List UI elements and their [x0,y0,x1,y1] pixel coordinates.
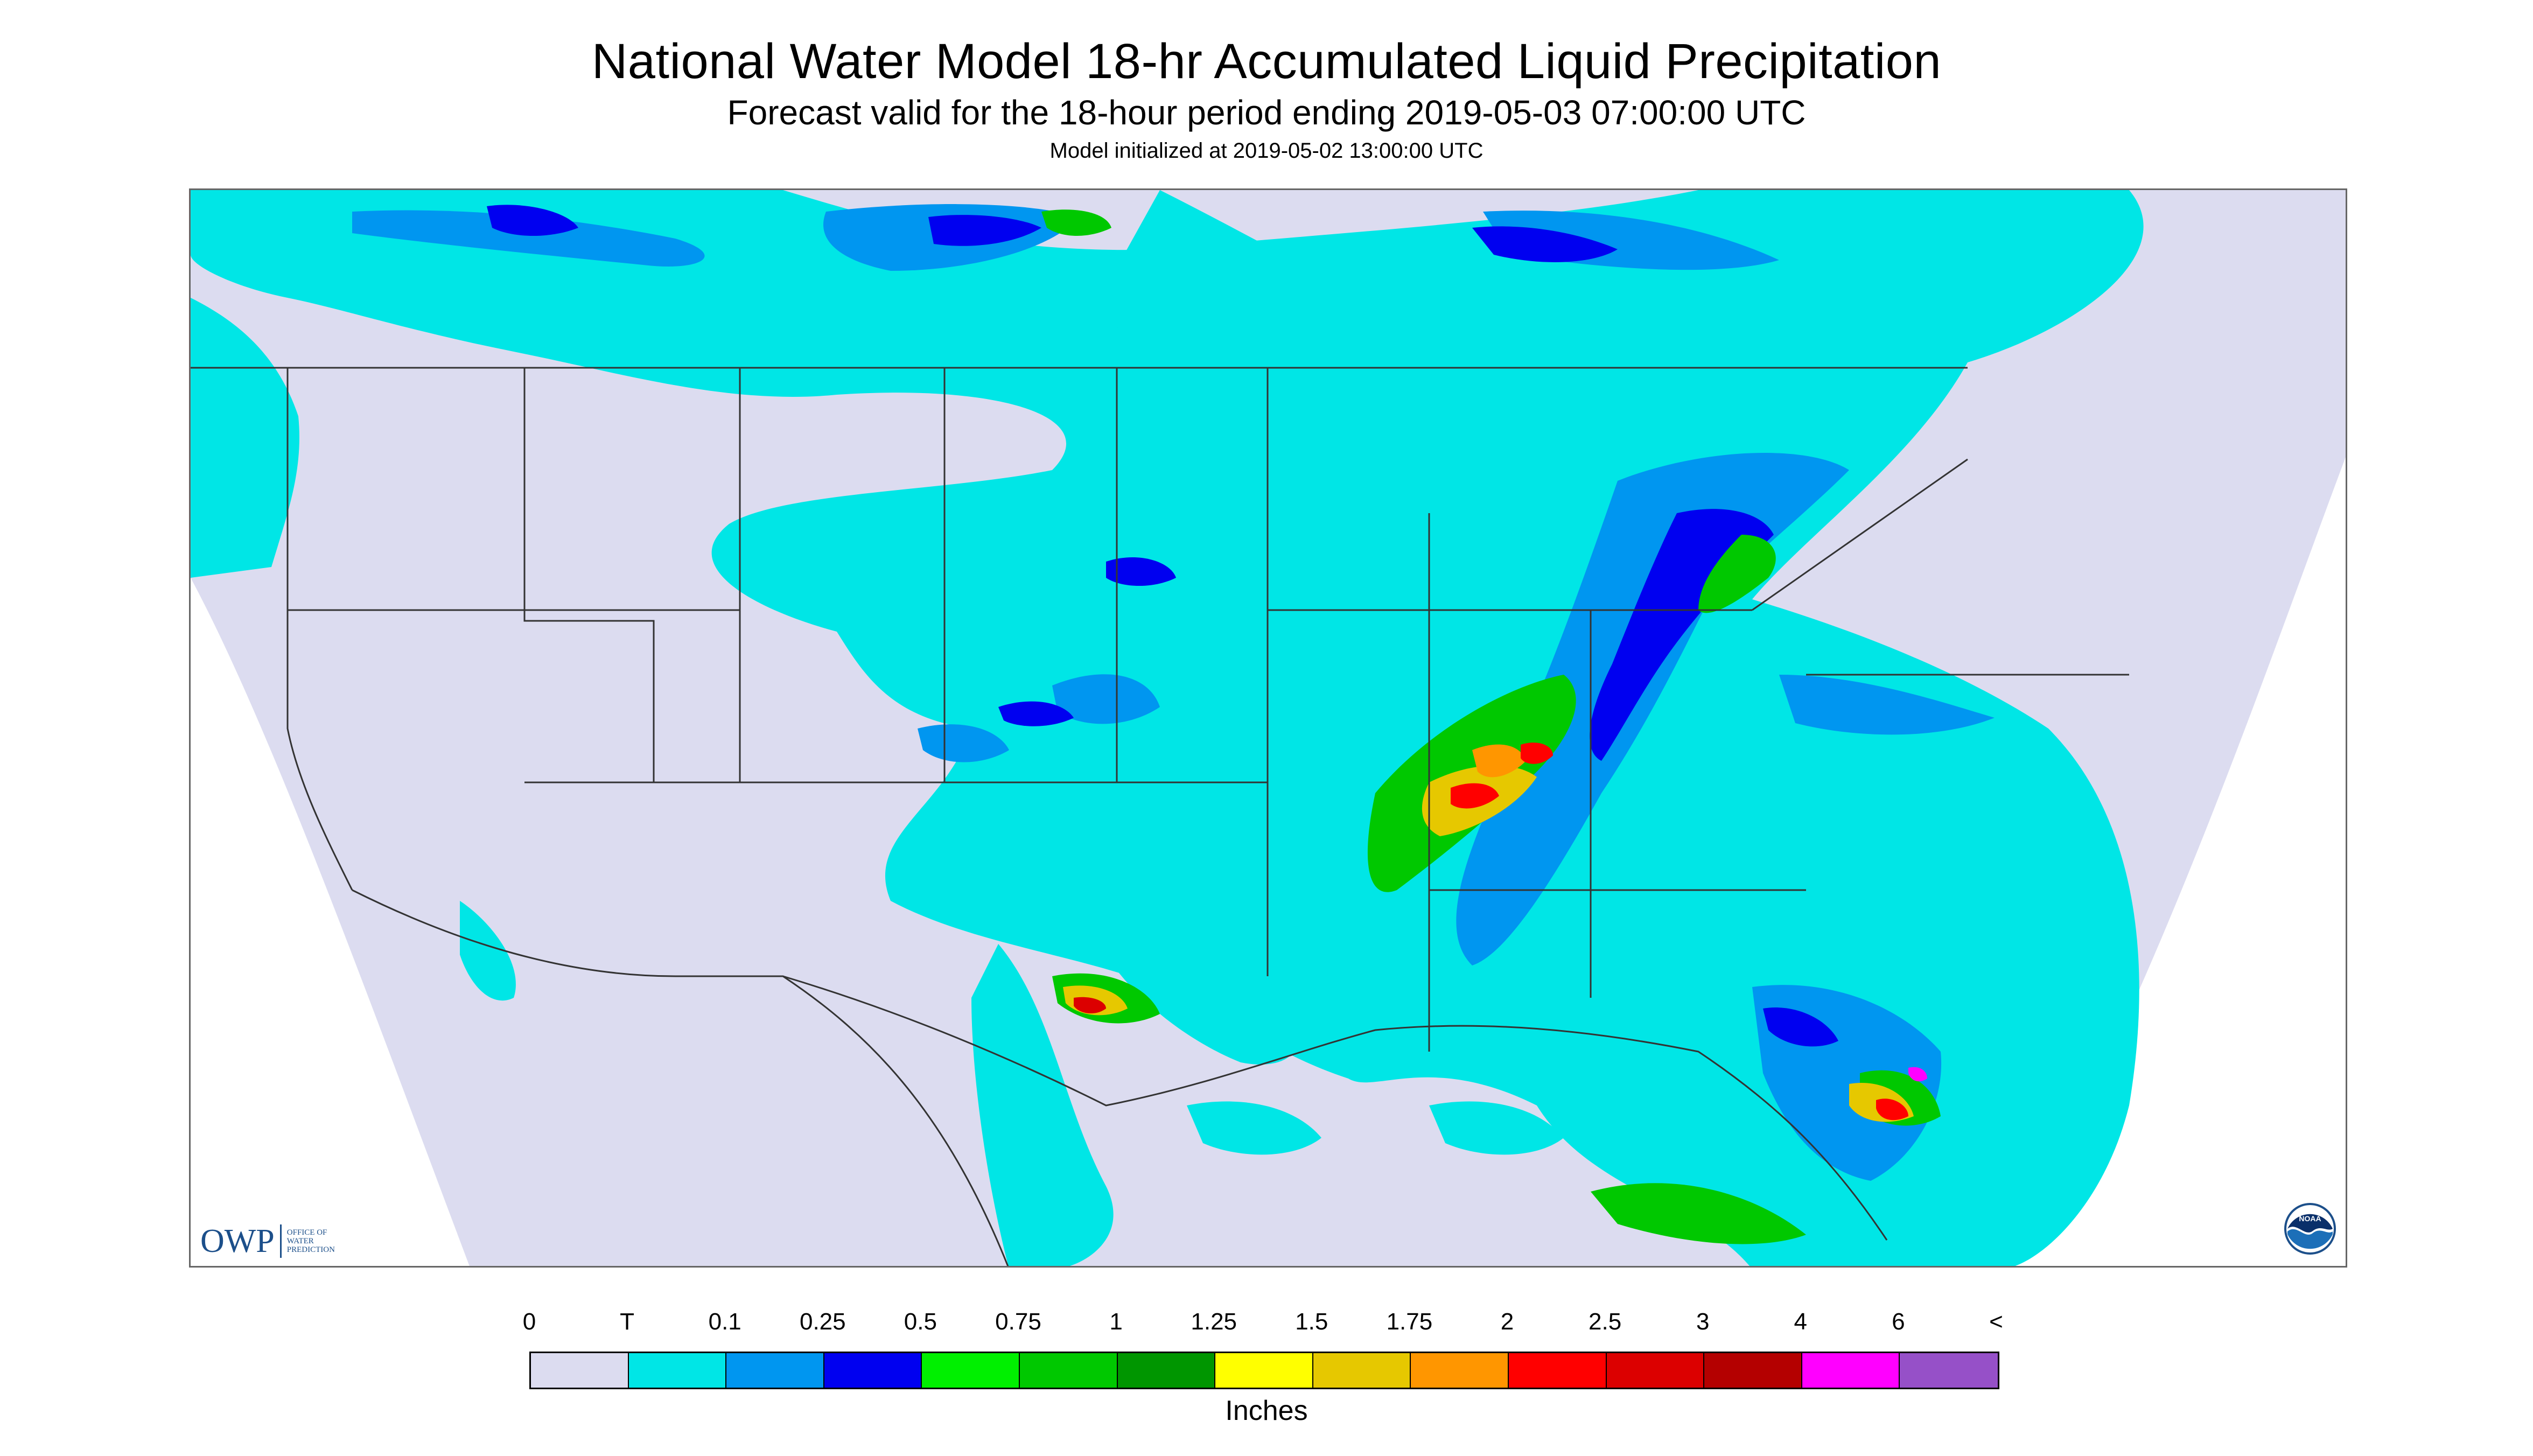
legend-swatch [1508,1353,1607,1388]
legend-swatch [1019,1353,1118,1388]
legend-swatch [726,1353,824,1388]
legend-tick-label: 1.5 [1295,1308,1328,1335]
map-title: National Water Model 18-hr Accumulated L… [591,34,1942,89]
legend-swatch [628,1353,727,1388]
legend-swatch [824,1353,922,1388]
owp-logo-mark: OWP [200,1224,282,1258]
precip-legend: 0 T 0.1 0.25 0.5 0.75 1 1.25 1.5 1.75 2 2.5 3 4 6 < [523,1303,2012,1411]
legend-tick-label: 0.5 [904,1308,937,1335]
legend-swatch [1802,1353,1900,1388]
model-init-line: Model initialized at 2019-05-02 13:00:00… [1049,139,1484,163]
legend-labels: 0 T 0.1 0.25 0.5 0.75 1 1.25 1.5 1.75 2 2.5 3 4 6 < [523,1308,2012,1341]
heavy-precip-areas [1074,743,1927,1121]
precipitation-map [189,188,2347,1268]
legend-swatch [531,1353,629,1388]
map-subtitle: Forecast valid for the 18-hour period en… [727,93,1806,132]
legend-tick-label: 2.5 [1589,1308,1622,1335]
legend-swatch [1313,1353,1411,1388]
legend-tick-label: 1.75 [1386,1308,1433,1335]
political-boundaries [191,367,2129,1266]
legend-swatch [1215,1353,1313,1388]
legend-swatch [922,1353,1020,1388]
legend-tick-label: 0.75 [995,1308,1041,1335]
legend-swatch [1411,1353,1509,1388]
legend-tick-label: 1 [1109,1308,1123,1335]
legend-tick-label: 4 [1794,1308,1808,1335]
noaa-logo: NOAA [2284,1203,2336,1255]
legend-tick-label: 0.25 [799,1308,846,1335]
legend-swatch [1117,1353,1216,1388]
owp-logo: OWP Office of Water Prediction [200,1222,335,1260]
legend-color-bar [529,1352,1999,1389]
legend-swatch [1704,1353,1802,1388]
legend-tick-label: 3 [1696,1308,1710,1335]
precipitation-map-svg [191,190,2346,1266]
owp-logo-subtitle: Office of Water Prediction [286,1228,335,1254]
legend-tick-label: 1.25 [1191,1308,1237,1335]
legend-units: Inches [1225,1395,1308,1426]
legend-tick-label: T [620,1308,635,1335]
legend-tick-label: 2 [1500,1308,1514,1335]
legend-swatch [1900,1353,1998,1388]
legend-swatch [1606,1353,1705,1388]
legend-tick-label: 0.1 [708,1308,741,1335]
legend-tick-label: 0 [522,1308,536,1335]
legend-tick-label: 6 [1892,1308,1905,1335]
legend-tick-label: < [1989,1308,2003,1335]
noaa-logo-text: NOAA [2299,1214,2321,1223]
